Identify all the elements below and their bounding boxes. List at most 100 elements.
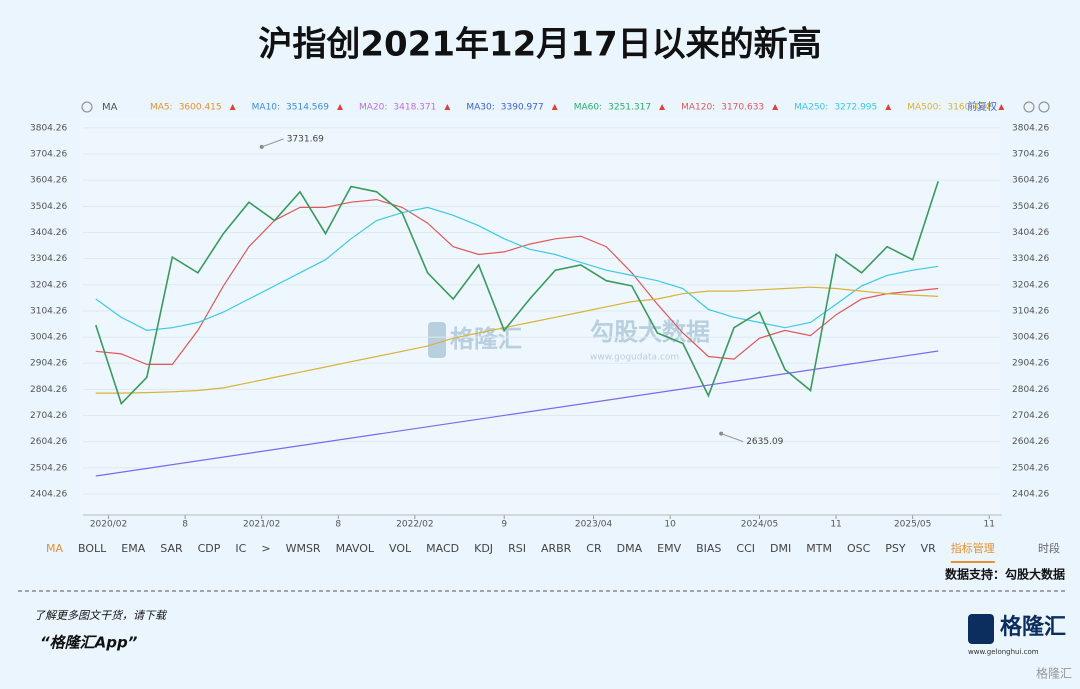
footer-line2: “格隆汇App” <box>40 634 138 652</box>
indicator-tab[interactable]: CR <box>586 542 602 555</box>
indicator-value: 3514.569 <box>286 103 329 113</box>
x-tick-label: 2022/02 <box>396 520 433 530</box>
indicator-value: 3390.977 <box>501 103 544 113</box>
indicator-value: 3170.633 <box>721 103 764 113</box>
x-tick-label: 9 <box>501 520 507 530</box>
indicator-value: 3600.415 <box>179 103 222 113</box>
zoom-icons[interactable] <box>1023 101 1050 113</box>
y-tick-label: 3804.26 <box>30 123 67 133</box>
period-tab[interactable]: 时段 <box>1038 541 1060 555</box>
y-tick-label: 3404.26 <box>30 228 67 238</box>
indicator-tab[interactable]: OSC <box>847 542 871 555</box>
up-arrow <box>998 104 1005 110</box>
indicator-tab[interactable]: KDJ <box>474 542 493 555</box>
up-arrow <box>772 104 779 110</box>
indicator-tab[interactable]: VR <box>921 542 937 555</box>
indicator-name: MA5: <box>150 103 173 113</box>
corner-mark: 格隆汇 <box>1036 666 1072 681</box>
price-line <box>95 181 939 406</box>
indicator-tab[interactable]: > <box>261 542 270 555</box>
watermark-brand: 格隆汇 <box>450 325 522 353</box>
y-tick-label: 2604.26 <box>30 437 67 447</box>
indicator-name: MA10: <box>252 103 280 113</box>
y-tick-label: 3204.26 <box>30 280 67 290</box>
indicator-name: MA30: <box>466 103 494 113</box>
y-tick-label: 2404.26 <box>30 490 67 500</box>
indicator-tab[interactable]: RSI <box>508 542 526 555</box>
y-tick-label-right: 2704.26 <box>1012 411 1049 421</box>
up-arrow <box>229 104 236 110</box>
indicator-value: 3272.995 <box>834 103 877 113</box>
watermark-url: www.gogudata.com <box>590 353 679 363</box>
annotation-label: 3731.69 <box>287 134 324 144</box>
y-tick-label-right: 3704.26 <box>1012 150 1049 160</box>
indicator-tab[interactable]: MAVOL <box>336 542 375 555</box>
y-tick-label: 3704.26 <box>30 150 67 160</box>
x-tick-label: 2023/04 <box>575 520 613 530</box>
ma-line <box>95 286 939 394</box>
indicator-name: MA20: <box>359 103 387 113</box>
y-tick-label: 2704.26 <box>30 411 67 421</box>
indicator-name: MA500: <box>907 103 941 113</box>
y-tick-label: 3604.26 <box>30 176 67 186</box>
logo-mark <box>968 614 994 644</box>
indicator-tab[interactable]: CDP <box>198 542 221 555</box>
y-tick-label-right: 2504.26 <box>1012 463 1049 473</box>
watermark-logo <box>428 322 446 358</box>
annotation-leader <box>721 433 744 443</box>
ma-line <box>95 206 939 332</box>
indicator-name: MA120: <box>681 103 715 113</box>
indicator-name: MA250: <box>794 103 828 113</box>
y-tick-label-right: 3004.26 <box>1012 333 1049 343</box>
indicator-tab[interactable]: BIAS <box>696 542 721 555</box>
indicator-name: MA60: <box>574 103 602 113</box>
indicator-tab[interactable]: DMI <box>770 542 791 555</box>
logo-site: www.gelonghui.com <box>968 648 1039 656</box>
annotation-leader <box>261 138 284 148</box>
indicator-value: 3251.317 <box>608 103 651 113</box>
indicator-tab[interactable]: VOL <box>389 542 412 555</box>
y-tick-label-right: 3204.26 <box>1012 280 1049 290</box>
indicator-tab[interactable]: EMV <box>657 542 681 555</box>
indicator-tab[interactable]: ARBR <box>541 542 572 555</box>
indicator-tab[interactable]: MA <box>46 542 63 555</box>
y-tick-label: 2904.26 <box>30 359 67 369</box>
y-tick-label-right: 2604.26 <box>1012 437 1049 447</box>
indicator-tab[interactable]: CCI <box>736 542 755 555</box>
indicator-tab[interactable]: PSY <box>885 542 906 555</box>
annotation-label: 2635.09 <box>746 437 783 447</box>
y-tick-label-right: 3104.26 <box>1012 306 1049 316</box>
indicator-tab[interactable]: EMA <box>121 542 145 555</box>
y-tick-label-right: 3304.26 <box>1012 254 1049 264</box>
settings-icon[interactable] <box>81 101 93 113</box>
x-tick-label: 8 <box>182 520 188 530</box>
indicator-tab[interactable]: BOLL <box>78 542 107 555</box>
footer-line1: 了解更多图文干货，请下载 <box>34 609 168 622</box>
indicator-value: 3160.434 <box>947 103 990 113</box>
adjust-mode[interactable]: 前复权 <box>967 100 997 113</box>
chart-title: 沪指创2021年12月17日以来的新高 <box>258 25 821 65</box>
trend-line <box>95 350 939 477</box>
up-arrow <box>444 104 451 110</box>
up-arrow <box>885 104 892 110</box>
indicator-tab[interactable]: WMSR <box>286 542 321 555</box>
x-tick-label: 2021/02 <box>243 520 280 530</box>
indicator-tab[interactable]: 指标管理 <box>951 541 995 555</box>
x-tick-label: 11 <box>830 520 841 530</box>
y-tick-label: 3304.26 <box>30 254 67 264</box>
indicator-tab[interactable]: IC <box>235 542 246 555</box>
x-tick-label: 2025/05 <box>894 520 931 530</box>
indicator-tab[interactable]: DMA <box>617 542 643 555</box>
x-tick-label: 2024/05 <box>741 520 778 530</box>
y-tick-label: 3104.26 <box>30 306 67 316</box>
y-tick-label-right: 3504.26 <box>1012 202 1049 212</box>
ma-selector[interactable]: MA <box>102 102 118 113</box>
up-arrow <box>551 104 558 110</box>
indicator-tab[interactable]: MACD <box>426 542 459 555</box>
y-tick-label-right: 2804.26 <box>1012 385 1049 395</box>
indicator-tab[interactable]: MTM <box>806 542 832 555</box>
indicator-tab[interactable]: SAR <box>160 542 183 555</box>
y-tick-label: 3504.26 <box>30 202 67 212</box>
x-tick-label: 2020/02 <box>90 520 127 530</box>
